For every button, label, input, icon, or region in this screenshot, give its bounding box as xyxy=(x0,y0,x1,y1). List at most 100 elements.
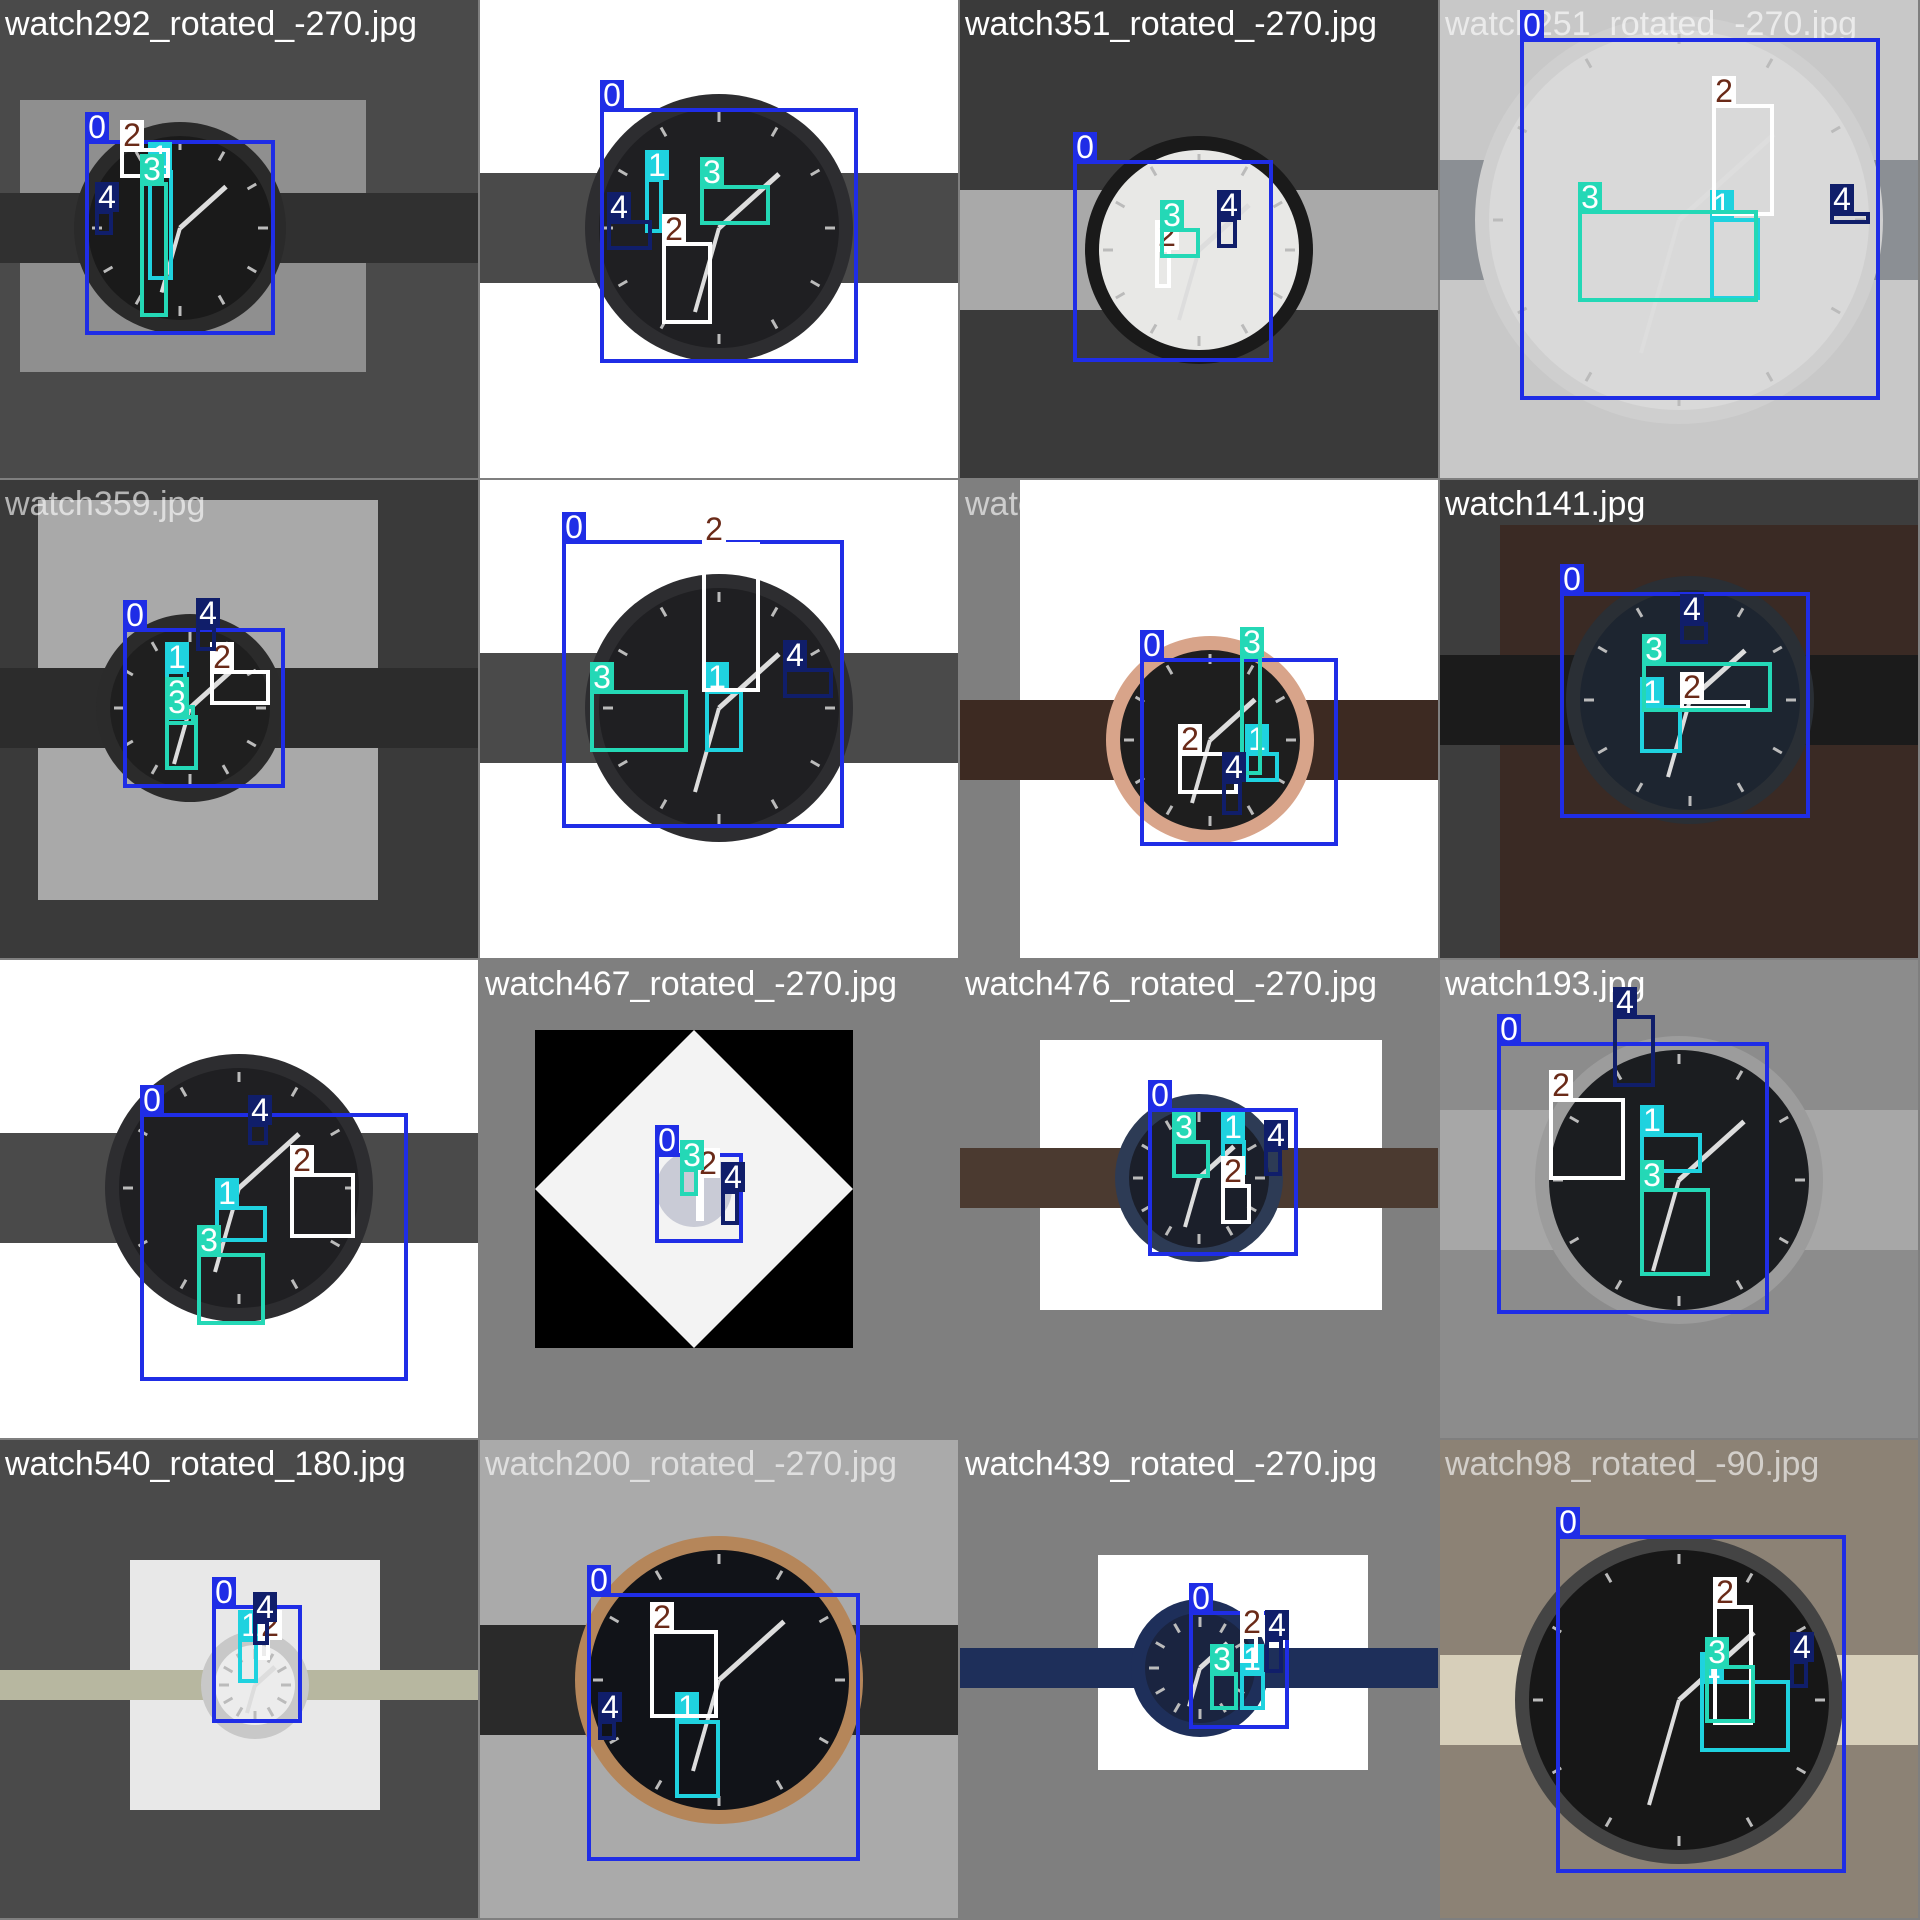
detection-class-label: 4 xyxy=(253,1592,277,1622)
mosaic-tile: watch193.jpg 0 1 2 3 4 xyxy=(1440,960,1918,1438)
detection-box-class-3: 3 xyxy=(700,185,770,225)
detection-box-class-1: 1 xyxy=(675,1720,720,1798)
detection-box-class-2: 2 xyxy=(210,670,270,705)
detection-class-label: 4 xyxy=(1217,190,1241,220)
mosaic-tile: watch190.jpg 0 1 2 3 4 xyxy=(0,960,478,1438)
detection-box-class-1: 1 xyxy=(1640,705,1682,753)
detection-class-label: 4 xyxy=(1264,1120,1288,1150)
detection-class-label: 3 xyxy=(1578,182,1602,212)
detection-class-label: 4 xyxy=(1222,752,1246,782)
detection-class-label: 0 xyxy=(212,1577,236,1607)
detection-class-label: 3 xyxy=(590,662,614,692)
detection-class-label: 2 xyxy=(650,1602,674,1632)
detection-class-label: 0 xyxy=(1148,1080,1172,1110)
detection-box-class-4: 4 xyxy=(1264,1148,1282,1176)
detection-box-class-0: 0 xyxy=(85,140,275,335)
detection-class-label: 3 xyxy=(140,154,164,184)
detection-class-label: 3 xyxy=(1160,200,1184,230)
detection-class-label: 0 xyxy=(1520,10,1544,40)
mosaic-tile: watch200_rotated_-270.jpg 0 1 2 4 xyxy=(480,1440,958,1918)
detection-class-label: 2 xyxy=(1712,76,1736,106)
detection-box-class-2: 2 xyxy=(1221,1184,1251,1224)
detection-box-class-4: 4 xyxy=(1265,1638,1283,1673)
detection-class-label: 2 xyxy=(120,120,144,150)
detection-box-class-3: 3 xyxy=(1578,210,1758,302)
detection-box-class-2: 2 xyxy=(1240,1635,1258,1663)
detection-class-label: 2 xyxy=(1178,724,1202,754)
tile-filename: watch369_rotated_-90.jpg xyxy=(485,2,878,46)
tile-filename: watch370_rotated_-270.jpg xyxy=(485,482,897,526)
detection-class-label: 3 xyxy=(700,157,724,187)
detection-box-class-4: 4 xyxy=(1830,212,1870,224)
tile-filename: watch351_rotated_-270.jpg xyxy=(965,2,1377,46)
detection-box-class-3: 3 xyxy=(1642,662,1772,712)
mosaic-tile: watch439_rotated_-270.jpg 0 1 2 3 4 xyxy=(960,1440,1438,1918)
detection-box-class-4: 4 xyxy=(196,626,216,651)
mosaic-tile: watch431_rotated_180.jpg 0 1 2 3 4 xyxy=(960,480,1438,958)
detection-class-label: 3 xyxy=(197,1225,221,1255)
tile-filename: watch141.jpg xyxy=(1445,482,1645,526)
tile-filename: watch292_rotated_-270.jpg xyxy=(5,2,417,46)
detection-box-class-2: 2 xyxy=(1712,104,1774,216)
detection-box-class-3: 3 xyxy=(590,690,688,752)
detection-box-class-2: 2 xyxy=(650,1630,718,1718)
detection-class-label: 3 xyxy=(1642,634,1666,664)
detection-class-label: 3 xyxy=(1640,1160,1664,1190)
detection-box-class-2: 2 xyxy=(290,1173,355,1238)
detection-class-label: 4 xyxy=(1790,1632,1814,1662)
detection-class-label: 4 xyxy=(196,598,220,628)
tile-filename: watch540_rotated_180.jpg xyxy=(5,1442,406,1486)
detection-box-class-4: 4 xyxy=(607,220,652,250)
detection-class-label: 1 xyxy=(215,1178,239,1208)
detection-box-class-2: 2 xyxy=(662,242,712,324)
detection-class-label: 1 xyxy=(1221,1112,1245,1142)
detection-class-label: 0 xyxy=(1073,132,1097,162)
tile-filename: watch476_rotated_-270.jpg xyxy=(965,962,1377,1006)
detection-class-label: 3 xyxy=(680,1140,704,1170)
detection-class-label: 3 xyxy=(1210,1644,1234,1674)
detection-class-label: 4 xyxy=(783,640,807,670)
mosaic-tile: watch141.jpg 0 1 2 3 4 xyxy=(1440,480,1918,958)
detection-class-label: 3 xyxy=(1172,1112,1196,1142)
detection-class-label: 3 xyxy=(165,687,189,717)
detection-class-label: 0 xyxy=(1560,564,1584,594)
detection-box-class-3: 3 xyxy=(680,1168,698,1196)
mosaic-tile: watch251_rotated_-270.jpg 0 1 2 3 4 xyxy=(1440,0,1918,478)
detection-class-label: 4 xyxy=(1613,987,1637,1017)
detection-class-label: 1 xyxy=(165,642,189,672)
detection-class-label: 0 xyxy=(600,80,624,110)
detection-box-class-4: 4 xyxy=(95,210,113,235)
detection-box-class-3: 3 xyxy=(165,715,198,770)
detection-box-class-4: 4 xyxy=(1217,218,1237,248)
detection-box-class-0: 0 xyxy=(587,1593,860,1861)
tile-filename: watch431_rotated_180.jpg xyxy=(965,482,1366,526)
mosaic-tile: watch540_rotated_180.jpg 0 1 2 4 xyxy=(0,1440,478,1918)
detection-class-label: 2 xyxy=(1240,1607,1264,1637)
detection-box-class-4: 4 xyxy=(721,1190,739,1225)
detection-class-label: 2 xyxy=(702,514,726,544)
detection-class-label: 4 xyxy=(248,1095,272,1125)
detection-class-label: 0 xyxy=(1556,1507,1580,1537)
detection-class-label: 2 xyxy=(1549,1070,1573,1100)
detection-class-label: 4 xyxy=(1830,184,1854,214)
detection-class-label: 2 xyxy=(662,214,686,244)
detection-box-class-3: 3 xyxy=(1640,1188,1710,1276)
tile-filename: watch98_rotated_-90.jpg xyxy=(1445,1442,1819,1486)
detection-box-class-0: 0 xyxy=(1073,160,1273,362)
mosaic-tile: watch467_rotated_-270.jpg 0 2 3 4 xyxy=(480,960,958,1438)
detection-box-class-2: 2 xyxy=(702,542,760,692)
detection-class-label: 0 xyxy=(562,512,586,542)
detection-box-class-3: 3 xyxy=(140,182,168,317)
detection-box-class-4: 4 xyxy=(1222,780,1242,815)
detection-class-label: 4 xyxy=(607,192,631,222)
detection-class-label: 1 xyxy=(1640,1105,1664,1135)
tile-filename: watch359.jpg xyxy=(5,482,205,526)
detection-box-class-4: 4 xyxy=(783,668,833,698)
detection-box-class-3: 3 xyxy=(1172,1140,1210,1178)
detection-box-class-2: 2 xyxy=(1549,1098,1625,1180)
detection-box-class-3: 3 xyxy=(1210,1672,1238,1710)
tile-filename: watch439_rotated_-270.jpg xyxy=(965,1442,1377,1486)
detection-box-class-4: 4 xyxy=(253,1620,269,1645)
detection-class-label: 0 xyxy=(140,1085,164,1115)
